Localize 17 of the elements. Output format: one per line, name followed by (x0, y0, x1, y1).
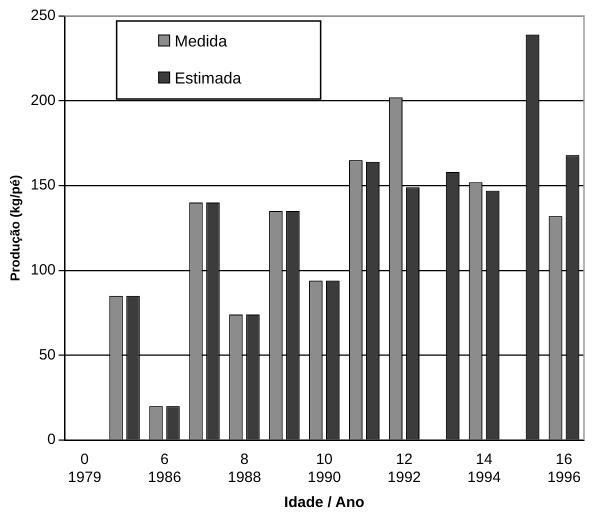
x-tick-label: 8 1988 (228, 451, 262, 486)
y-tick-label: 100 (30, 262, 56, 279)
legend-label: Medida (174, 33, 228, 50)
y-tick-label: 50 (38, 346, 56, 364)
x-axis-title: Idade / Ano (284, 494, 364, 512)
y-tick-label: 0 (47, 431, 56, 448)
legend-label: Estimada (174, 70, 242, 88)
x-tick-label: 16 1996 (547, 451, 581, 486)
x-tick-label: 0 1979 (68, 451, 102, 486)
x-tick-label: 14 1994 (467, 451, 501, 486)
y-tick-label: 250 (30, 7, 56, 24)
y-axis-title: Produção (kg/pé) (7, 174, 22, 282)
x-tick-label: 6 1986 (148, 451, 182, 486)
x-tick-label: 10 1990 (308, 451, 341, 486)
y-tick-label: 200 (30, 92, 56, 109)
x-tick-label: 12 1992 (388, 451, 421, 486)
y-tick-label: 150 (30, 176, 56, 194)
